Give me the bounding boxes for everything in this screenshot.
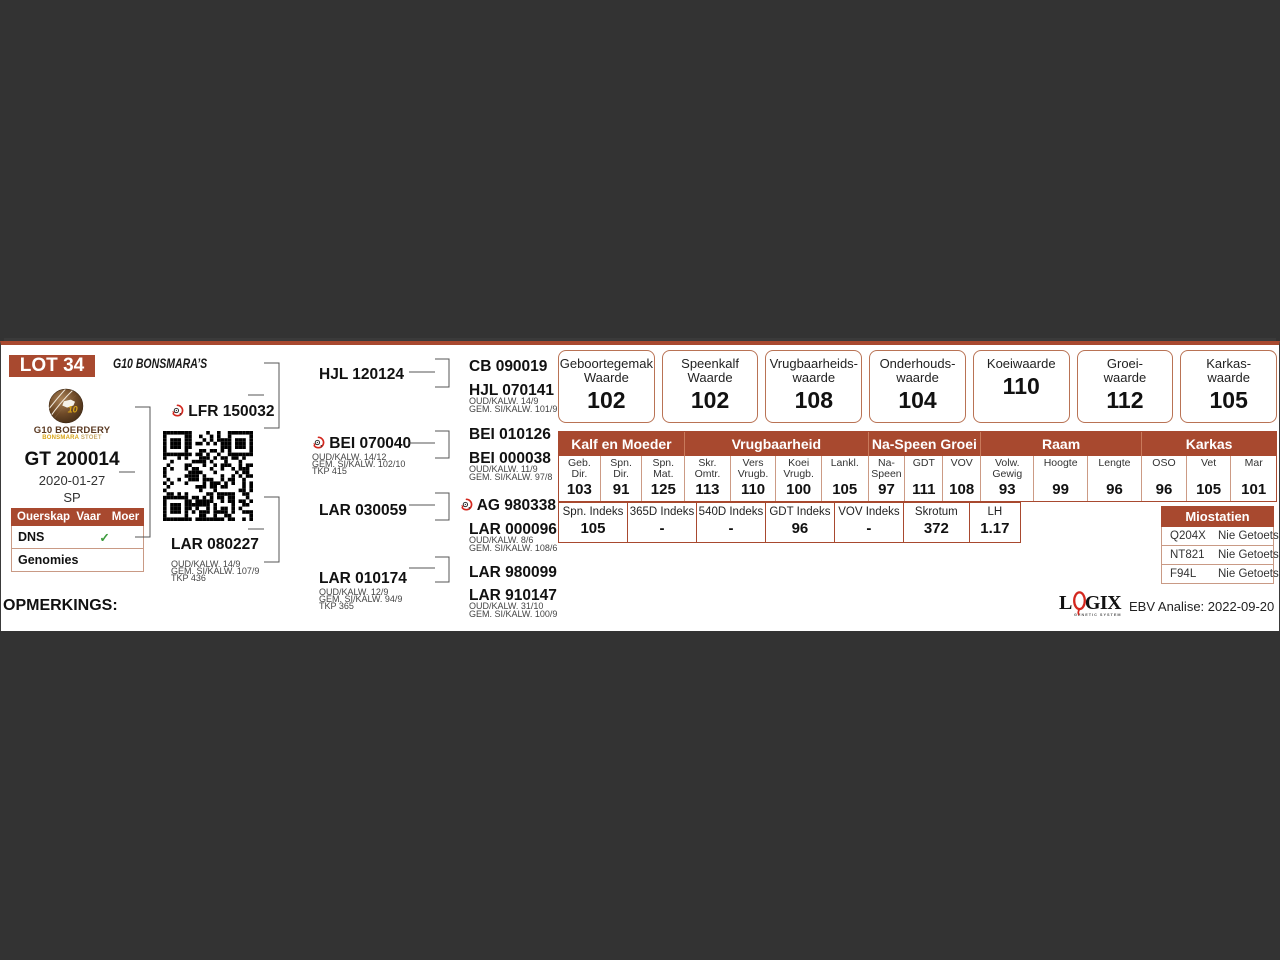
svg-text:10: 10 [68,404,78,414]
